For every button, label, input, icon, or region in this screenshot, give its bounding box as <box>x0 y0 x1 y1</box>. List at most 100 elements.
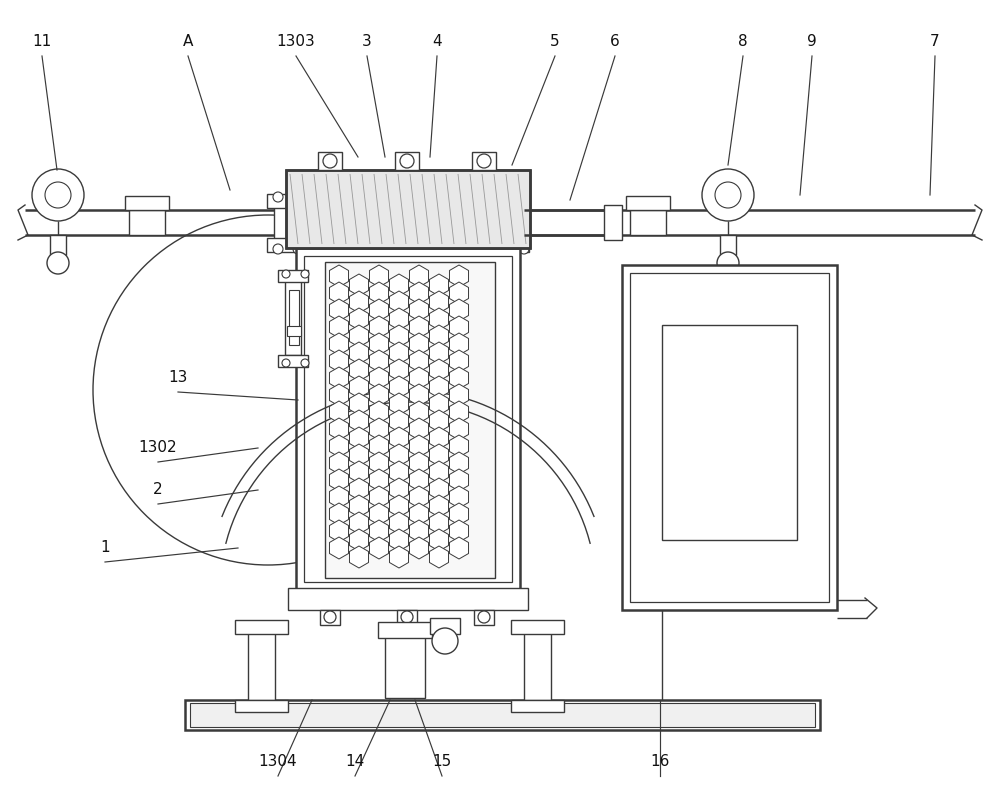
Polygon shape <box>329 469 349 491</box>
Text: 1302: 1302 <box>139 440 177 455</box>
Circle shape <box>478 611 490 623</box>
Circle shape <box>273 244 283 254</box>
Polygon shape <box>449 350 469 372</box>
Polygon shape <box>349 495 369 517</box>
Circle shape <box>273 192 283 202</box>
Polygon shape <box>429 461 449 483</box>
Polygon shape <box>369 435 389 457</box>
Bar <box>662 325 797 540</box>
Polygon shape <box>389 495 409 517</box>
Polygon shape <box>329 486 349 508</box>
Polygon shape <box>429 359 449 381</box>
Polygon shape <box>389 410 409 432</box>
Polygon shape <box>409 299 429 321</box>
Polygon shape <box>409 282 429 304</box>
Bar <box>274 198 296 248</box>
Bar <box>185 700 820 730</box>
Polygon shape <box>349 478 369 500</box>
Polygon shape <box>329 316 349 338</box>
Circle shape <box>293 192 303 202</box>
Polygon shape <box>429 546 449 568</box>
Text: 11: 11 <box>32 34 52 50</box>
Polygon shape <box>429 529 449 551</box>
Bar <box>304 256 512 582</box>
Polygon shape <box>369 520 389 542</box>
Bar <box>129 210 165 235</box>
Polygon shape <box>389 308 409 330</box>
Polygon shape <box>429 342 449 364</box>
Polygon shape <box>329 367 349 389</box>
Polygon shape <box>389 376 409 398</box>
Polygon shape <box>449 299 469 321</box>
Circle shape <box>432 628 458 654</box>
Polygon shape <box>429 325 449 347</box>
Polygon shape <box>429 393 449 415</box>
Bar <box>267 194 303 208</box>
Polygon shape <box>369 469 389 491</box>
Polygon shape <box>449 333 469 355</box>
Bar <box>524 625 551 700</box>
Circle shape <box>323 154 337 168</box>
Polygon shape <box>329 452 349 474</box>
Polygon shape <box>369 299 389 321</box>
Polygon shape <box>349 359 369 381</box>
Bar <box>622 265 837 610</box>
Polygon shape <box>369 316 389 338</box>
Circle shape <box>519 244 529 254</box>
Bar <box>288 588 528 610</box>
Bar <box>296 248 520 590</box>
Polygon shape <box>409 265 429 287</box>
Polygon shape <box>409 333 429 355</box>
Polygon shape <box>389 529 409 551</box>
Polygon shape <box>349 376 369 398</box>
Polygon shape <box>349 427 369 449</box>
Text: 1303: 1303 <box>277 34 315 50</box>
Polygon shape <box>369 401 389 423</box>
Polygon shape <box>429 291 449 313</box>
Polygon shape <box>449 452 469 474</box>
Text: 9: 9 <box>807 34 817 50</box>
Bar <box>397 610 417 625</box>
Circle shape <box>499 244 509 254</box>
Bar <box>125 196 169 210</box>
Polygon shape <box>449 384 469 406</box>
Polygon shape <box>409 520 429 542</box>
Polygon shape <box>449 435 469 457</box>
Bar <box>720 235 736 255</box>
Bar <box>500 198 522 248</box>
Polygon shape <box>409 418 429 440</box>
Polygon shape <box>349 325 369 347</box>
Bar <box>278 270 308 282</box>
Text: 1304: 1304 <box>259 754 297 769</box>
Bar <box>278 355 308 367</box>
Bar <box>50 235 66 255</box>
Circle shape <box>45 182 71 208</box>
Polygon shape <box>389 512 409 534</box>
Polygon shape <box>369 452 389 474</box>
Bar <box>626 196 670 210</box>
Polygon shape <box>429 427 449 449</box>
Polygon shape <box>429 478 449 500</box>
Polygon shape <box>329 384 349 406</box>
Circle shape <box>282 359 290 367</box>
Polygon shape <box>409 384 429 406</box>
Polygon shape <box>349 512 369 534</box>
Circle shape <box>282 270 290 278</box>
Bar <box>604 205 622 240</box>
Polygon shape <box>389 427 409 449</box>
Circle shape <box>702 169 754 221</box>
Polygon shape <box>449 503 469 525</box>
Bar <box>286 170 530 248</box>
Bar <box>318 152 342 170</box>
Polygon shape <box>409 350 429 372</box>
Bar <box>511 620 564 634</box>
Polygon shape <box>449 418 469 440</box>
Circle shape <box>519 192 529 202</box>
Polygon shape <box>369 384 389 406</box>
Polygon shape <box>329 537 349 559</box>
Circle shape <box>324 611 336 623</box>
Polygon shape <box>449 316 469 338</box>
Polygon shape <box>389 478 409 500</box>
Bar <box>493 238 529 252</box>
Bar <box>325 262 495 578</box>
